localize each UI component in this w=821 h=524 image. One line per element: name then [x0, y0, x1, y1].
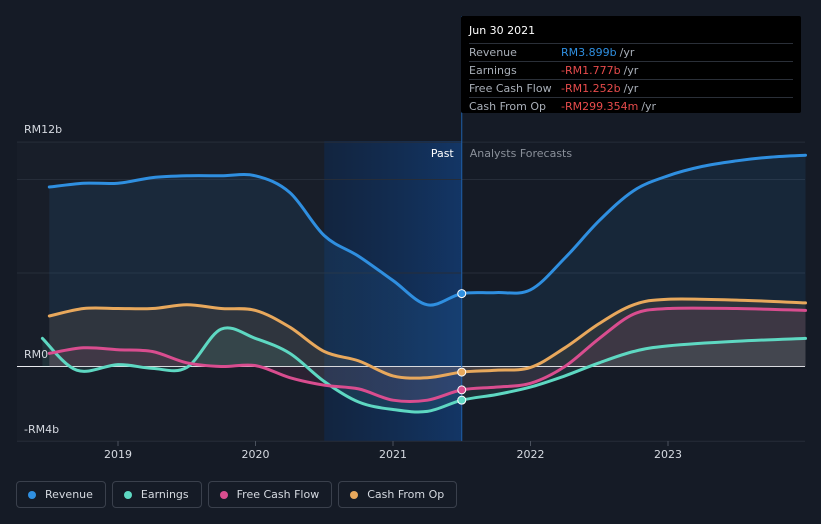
legend-label: Revenue	[45, 488, 93, 501]
legend-dot-icon	[350, 490, 359, 499]
series-line	[47, 153, 807, 307]
series-marker	[457, 289, 467, 299]
legend-dot-icon	[219, 490, 228, 499]
y-axis-labels: RM12b RM0 -RM4b	[24, 123, 62, 436]
series-area	[42, 327, 806, 412]
tooltip-unit: /yr	[641, 100, 657, 113]
series-marker	[457, 395, 467, 405]
tooltip-unit: /yr	[623, 64, 639, 77]
series-line	[47, 297, 807, 380]
legend-label: Earnings	[140, 488, 189, 501]
tooltip-label: Earnings	[469, 64, 517, 77]
x-tick-label: 2021	[379, 448, 407, 461]
series-area	[49, 308, 806, 402]
legend-item-free-cash-flow[interactable]: Free Cash Flow	[207, 481, 333, 508]
past-label: Past	[431, 147, 455, 160]
legend-dot-icon	[123, 490, 132, 499]
tooltip-row-earnings: Earnings -RM1.777b /yr	[469, 61, 793, 79]
legend-item-earnings[interactable]: Earnings	[111, 481, 202, 508]
legend-label: Cash From Op	[367, 488, 445, 501]
tooltip-row-cash-from-op: Cash From Op -RM299.354m /yr	[469, 97, 793, 115]
tooltip-unit: /yr	[619, 46, 635, 59]
tooltip-label: Free Cash Flow	[469, 82, 552, 95]
x-tick-label: 2019	[104, 448, 132, 461]
tooltip: Jun 30 2021 Revenue RM3.899b /yr Earning…	[461, 16, 801, 113]
series-marker	[457, 367, 467, 377]
legend-item-revenue[interactable]: Revenue	[16, 481, 106, 508]
y-tick-label: RM12b	[24, 123, 62, 136]
series-markers	[457, 289, 467, 405]
tooltip-value: -RM1.252b	[561, 82, 621, 95]
y-tick-label: -RM4b	[24, 423, 59, 436]
x-tick-label: 2020	[242, 448, 270, 461]
tooltip-value: -RM299.354m	[561, 100, 639, 113]
legend: Revenue Earnings Free Cash Flow Cash Fro…	[16, 481, 458, 508]
tooltip-label: Revenue	[469, 46, 517, 59]
tooltip-label: Cash From Op	[469, 100, 547, 113]
legend-dot-icon	[28, 490, 36, 499]
series-lines	[40, 153, 807, 414]
y-tick-label: RM0	[24, 348, 48, 361]
forecast-label: Analysts Forecasts	[470, 147, 573, 160]
tooltip-value: RM3.899b	[561, 46, 617, 59]
x-axis: 2019 2020 2021 2022 2023	[104, 441, 682, 461]
x-tick-label: 2022	[517, 448, 545, 461]
tooltip-date: Jun 30 2021	[469, 24, 536, 37]
series-marker	[457, 385, 467, 395]
tooltip-unit: /yr	[623, 82, 639, 95]
tooltip-value: -RM1.777b	[561, 64, 621, 77]
tooltip-row-revenue: Revenue RM3.899b /yr	[469, 43, 793, 61]
series-area	[49, 298, 806, 379]
legend-label: Free Cash Flow	[236, 488, 320, 501]
x-tick-label: 2023	[654, 448, 682, 461]
series-line	[47, 306, 807, 404]
tooltip-row-free-cash-flow: Free Cash Flow -RM1.252b /yr	[469, 79, 793, 97]
highlight-region	[324, 141, 462, 441]
legend-item-cash-from-op[interactable]: Cash From Op	[338, 481, 458, 508]
series-line	[40, 326, 807, 414]
